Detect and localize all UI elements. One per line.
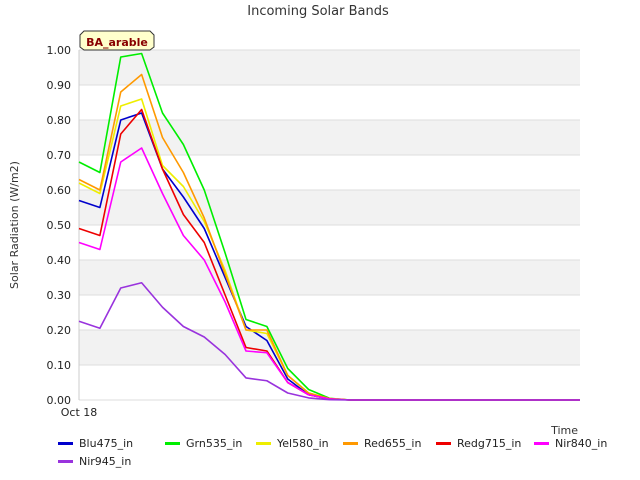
legend-item: Yel580_in bbox=[256, 434, 343, 452]
legend-item: Nir945_in bbox=[58, 452, 153, 470]
legend: Blu475_in Grn535_in Yel580_in Red655_in Redg… bbox=[58, 434, 618, 470]
plot-band bbox=[79, 50, 580, 85]
y-tick-label: 0.70 bbox=[47, 149, 72, 162]
y-tick-label: 0.20 bbox=[47, 324, 72, 337]
series-lines bbox=[78, 52, 580, 401]
legend-swatch bbox=[58, 459, 73, 463]
y-tick-label: 1.00 bbox=[47, 44, 72, 57]
legend-swatch bbox=[436, 441, 451, 445]
plot-band bbox=[79, 365, 580, 400]
plot-band bbox=[79, 295, 580, 330]
y-tick-label: 0.60 bbox=[47, 184, 72, 197]
y-tick-label: 0.00 bbox=[47, 394, 72, 407]
y-axis-ticks: 0.00 0.10 0.20 0.30 0.40 0.50 0.60 0.70 0.80 0.90… bbox=[47, 44, 72, 407]
legend-label: Nir945_in bbox=[79, 454, 132, 468]
series-line-nir945_in bbox=[78, 281, 580, 401]
plot-band bbox=[79, 190, 580, 225]
y-tick-label: 0.40 bbox=[47, 254, 72, 267]
legend-item: Grn535_in bbox=[165, 434, 256, 452]
legend-item: Red655_in bbox=[343, 434, 436, 452]
y-tick-label: 0.30 bbox=[47, 289, 72, 302]
plot-band bbox=[79, 260, 580, 295]
plot-band bbox=[79, 225, 580, 260]
legend-label: Redg715_in bbox=[457, 436, 522, 450]
legend-label: Yel580_in bbox=[277, 436, 329, 450]
plot-band bbox=[79, 155, 580, 190]
legend-label: Red655_in bbox=[364, 436, 422, 450]
background-bands bbox=[79, 50, 580, 400]
y-tick-label: 0.90 bbox=[47, 79, 72, 92]
legend-swatch bbox=[256, 441, 271, 445]
legend-swatch bbox=[58, 441, 73, 445]
y-axis-label: Solar Radiation (W/m2) bbox=[8, 161, 21, 289]
x-tick-label: Oct 18 bbox=[61, 406, 98, 419]
plot-band bbox=[79, 330, 580, 365]
annotation-badge: BA_arable bbox=[79, 30, 155, 51]
chart-title: Incoming Solar Bands bbox=[247, 4, 389, 19]
legend-label: Nir840_in bbox=[555, 436, 608, 450]
legend-item: Redg715_in bbox=[436, 434, 534, 452]
legend-label: Blu475_in bbox=[79, 436, 134, 450]
legend-swatch bbox=[343, 441, 358, 445]
annotation-label: BA_arable bbox=[86, 36, 148, 49]
legend-item: Blu475_in bbox=[58, 434, 165, 452]
legend-label: Grn535_in bbox=[186, 436, 243, 450]
x-axis-label: Time bbox=[550, 424, 578, 437]
legend-item: Nir840_in bbox=[534, 434, 618, 452]
legend-swatch bbox=[165, 441, 180, 445]
y-tick-label: 0.80 bbox=[47, 114, 72, 127]
y-tick-label: 0.10 bbox=[47, 359, 72, 372]
legend-swatch bbox=[534, 441, 549, 445]
y-tick-label: 0.50 bbox=[47, 219, 72, 232]
